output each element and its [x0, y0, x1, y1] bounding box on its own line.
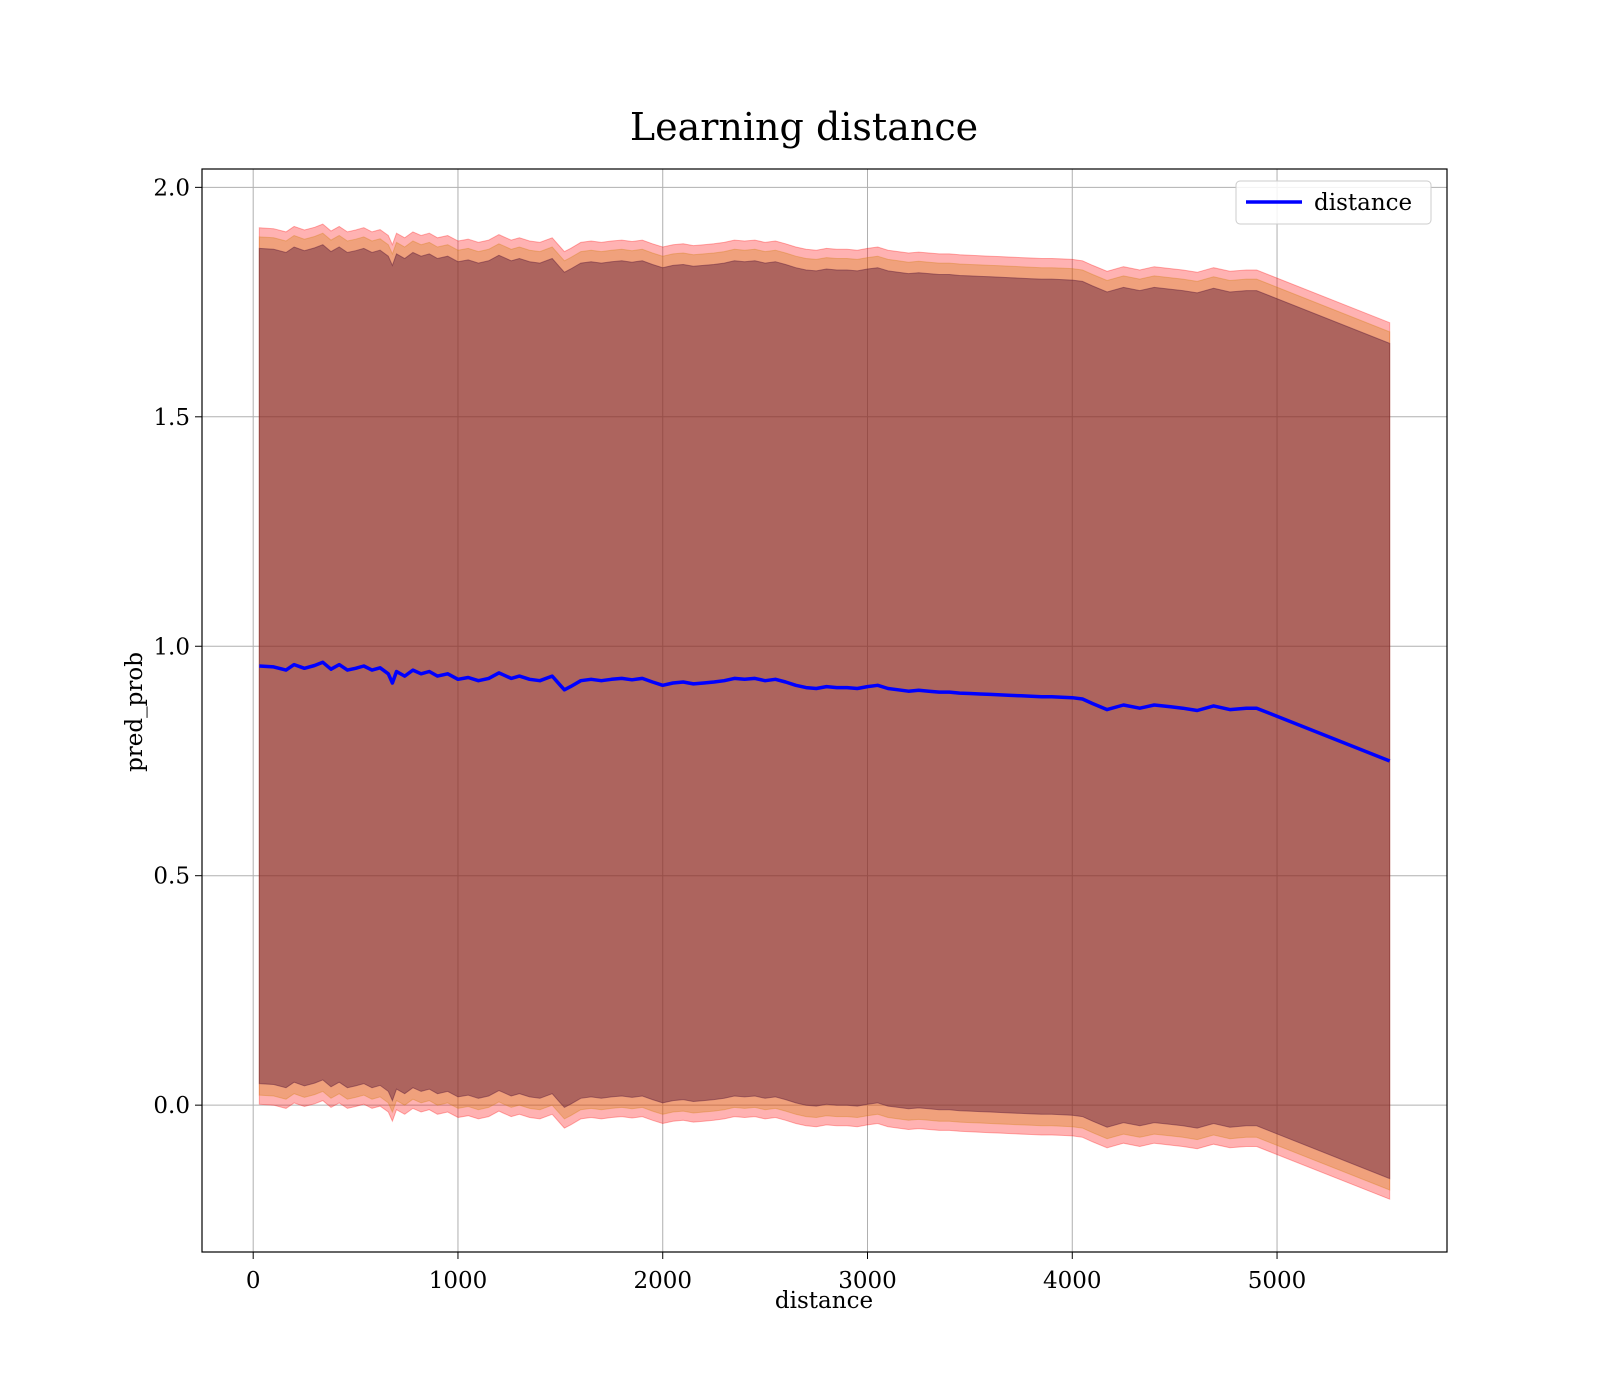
x-tick-label: 2000 [633, 1268, 692, 1294]
y-tick-label: 0.0 [153, 1093, 190, 1119]
series-lines [259, 660, 1391, 763]
series-line-distance [259, 660, 1391, 763]
y-tick-label: 0.5 [153, 864, 190, 890]
confidence-band [258, 232, 1391, 1191]
y-tick-label: 1.0 [153, 634, 190, 660]
legend-label: distance [1314, 190, 1412, 216]
x-tick-label: 0 [246, 1268, 261, 1294]
chart-title: Learning distance [630, 105, 978, 149]
x-tick-label: 5000 [1248, 1268, 1307, 1294]
y-axis-label: pred_prob [122, 652, 148, 772]
confidence-band [258, 223, 1391, 1200]
confidence-band [258, 244, 1391, 1180]
x-axis-label: distance [775, 1288, 873, 1314]
legend: distance [1235, 180, 1432, 225]
x-tick-label: 1000 [429, 1268, 488, 1294]
plot-frame [201, 168, 1448, 1253]
x-tick-label: 4000 [1043, 1268, 1102, 1294]
axis-ticks: 0 1000 2000 3000 4000 5000 0.0 0.5 1.0 1.5 2.0 [153, 175, 1306, 1294]
confidence-bands [258, 223, 1391, 1200]
y-tick-label: 2.0 [153, 175, 190, 201]
x-tick-label: 3000 [838, 1268, 897, 1294]
y-tick-label: 1.5 [153, 405, 190, 431]
legend-box [1235, 180, 1432, 225]
